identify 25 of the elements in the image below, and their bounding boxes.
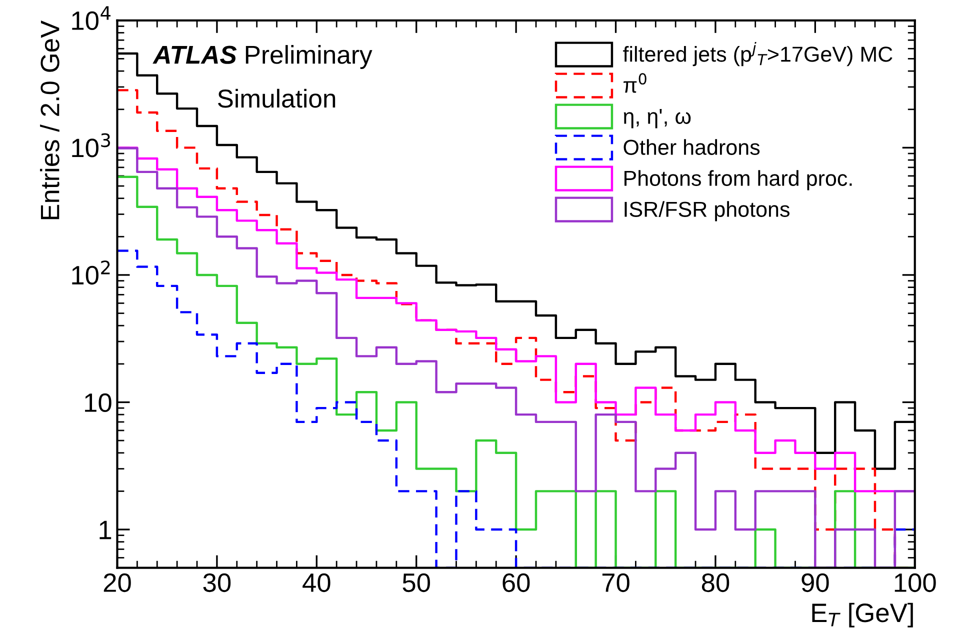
legend-label: Other hadrons — [624, 139, 760, 155]
x-tick-label: 60 — [502, 573, 530, 592]
x-tick-label: 30 — [203, 573, 231, 592]
x-tick-label: 80 — [702, 573, 730, 592]
annotation: Preliminary — [246, 45, 372, 69]
x-tick-label: 40 — [302, 573, 330, 592]
y-tick-label: 10$^{4}$ — [72, 6, 110, 30]
x-axis-title: E$_{T}$ [GeV] — [812, 602, 913, 628]
legend-label: η, η', ω — [624, 108, 691, 128]
y-tick-label: 10$^{2}$ — [72, 260, 110, 285]
x-tick-label: 20 — [104, 573, 131, 592]
legend-label: ISR/FSR photons — [624, 201, 790, 222]
y-axis-title: Entries / 2.0 GeV — [40, 20, 60, 220]
x-tick-label: 70 — [602, 573, 630, 592]
annotation: Simulation — [218, 88, 336, 108]
y-tick-label: 10$^{3}$ — [72, 133, 110, 158]
legend-label: π$^{0}$ — [624, 73, 646, 93]
annotation: ATLAS — [152, 46, 237, 64]
legend-label: filtered jets (p$^{j}$$_{T}$>17GeV) MC — [623, 42, 892, 66]
x-tick-label: 90 — [802, 573, 829, 592]
y-tick-label: 1 — [100, 520, 112, 540]
x-tick-label: 50 — [402, 573, 430, 592]
legend-label: Photons from hard proc. — [624, 170, 852, 190]
y-tick-label: 10 — [85, 393, 112, 412]
x-tick-label: 100 — [894, 573, 936, 592]
